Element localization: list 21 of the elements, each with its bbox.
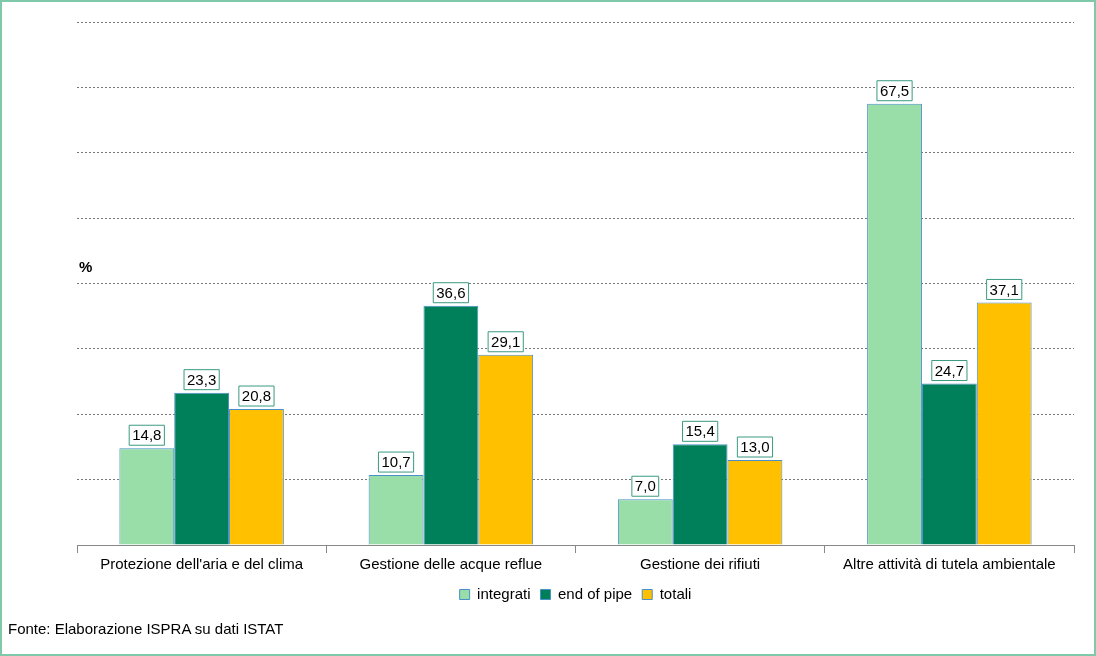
x-tick-label: Gestione dei rifiuti (640, 555, 761, 573)
data-label: 36,6 (436, 283, 466, 301)
data-label: 10,7 (381, 453, 411, 471)
data-label: 7,0 (634, 477, 656, 495)
data-label: 37,1 (989, 280, 1019, 298)
data-label: 20,8 (241, 387, 272, 405)
data-label: 23,3 (187, 370, 217, 388)
data-label: 13,0 (740, 438, 770, 456)
data-label: 24,7 (934, 361, 964, 379)
legend-label: integrati (477, 584, 531, 602)
data-label: 67,5 (879, 81, 910, 99)
y-axis-title: % (79, 257, 93, 275)
x-tick-label: Altre attività di tutela ambientale (843, 555, 1056, 573)
x-tick-label: Gestione delle acque reflue (359, 555, 543, 573)
data-label: 15,4 (685, 422, 715, 440)
x-tick-label: Protezione dell'aria e del clima (100, 555, 304, 573)
source-note: Fonte: Elaborazione ISPRA su dati ISTAT (8, 620, 284, 637)
legend-label: end of pipe (557, 584, 633, 602)
data-label: 14,8 (132, 426, 162, 444)
data-label: 29,1 (491, 332, 521, 350)
legend-label: totali (659, 584, 692, 602)
